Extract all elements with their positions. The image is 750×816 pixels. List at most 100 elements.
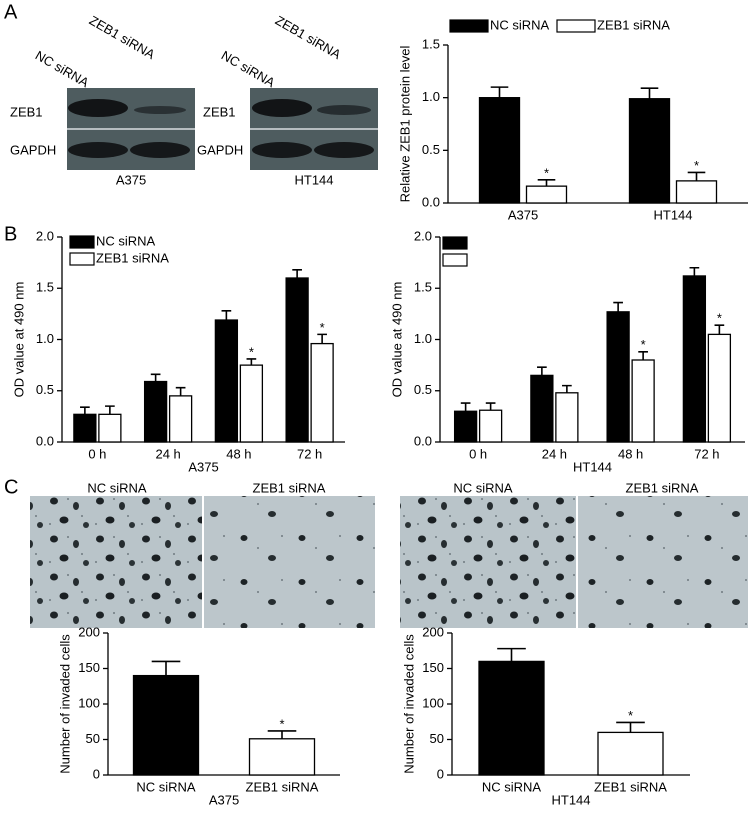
- bar-chart: 0.0 0.5 1.0 1.5 Relative ZEB1 protein level A…: [397, 17, 748, 222]
- row-label: ZEB1: [10, 104, 43, 119]
- y-tick-label: 50: [430, 731, 444, 746]
- y-tick-label: 1.5: [36, 280, 54, 295]
- x-tick-label: A375: [508, 207, 538, 222]
- error-bar: [175, 386, 186, 396]
- micrograph-label: NC siRNA: [87, 480, 147, 495]
- cell-line: HT144: [294, 172, 333, 187]
- panel-label: A: [4, 1, 18, 23]
- x-axis-label: A375: [188, 459, 218, 474]
- error-bar: [687, 171, 706, 181]
- bar: [530, 374, 554, 443]
- lane-label: NC siRNA: [219, 48, 278, 91]
- error-bar: [616, 721, 645, 733]
- error-bar: [246, 358, 257, 366]
- y-tick-label: 0: [93, 766, 100, 781]
- x-tick-label: 0 h: [469, 446, 487, 461]
- error-bar: [267, 730, 297, 739]
- y-tick-label: 2.0: [36, 228, 54, 243]
- error-bar: [150, 373, 161, 382]
- micrograph-label: ZEB1 siRNA: [253, 480, 326, 495]
- error-bar: [292, 269, 302, 278]
- x-tick-label: ZEB1 siRNA: [594, 779, 667, 794]
- x-axis-label: HT144: [551, 792, 590, 807]
- bar-chart: 0.0 0.5 1.0 1.5 2.0 OD value at 490 nm 0 h 24 h…: [389, 228, 745, 474]
- row-label: GAPDH: [197, 142, 243, 157]
- bar: [478, 409, 503, 443]
- micrograph: NC siRNA ZEB1 siRNA: [400, 480, 748, 628]
- x-axis-label: HT144: [573, 459, 612, 474]
- error-bar: [151, 660, 181, 676]
- significance-mark: *: [279, 716, 284, 731]
- y-tick-label: 50: [86, 731, 100, 746]
- error-bar: [485, 402, 496, 411]
- y-tick-label: 150: [78, 660, 100, 675]
- legend-label: ZEB1 siRNA: [597, 17, 670, 32]
- error-bar: [537, 179, 556, 187]
- error-bar: [714, 324, 725, 335]
- y-tick-label: 100: [422, 695, 444, 710]
- y-tick-label: 1.0: [422, 89, 440, 104]
- micrograph-label: NC siRNA: [453, 480, 513, 495]
- y-axis-label: OD value at 490 nm: [11, 282, 26, 398]
- legend-swatch: [69, 252, 95, 266]
- y-tick-label: 0.0: [36, 433, 54, 448]
- y-tick-label: 0.0: [414, 433, 432, 448]
- lane-label: ZEB1 siRNA: [273, 13, 344, 63]
- bar: [285, 277, 309, 443]
- x-tick-label: HT144: [653, 207, 692, 222]
- error-bar: [689, 266, 700, 276]
- legend-swatch: [556, 19, 596, 33]
- bar-chart: 0.0 0.5 1.0 1.5 2.0 OD value at 490 nm 0 h 24 h…: [11, 228, 345, 474]
- y-tick-label: 1.0: [414, 331, 432, 346]
- y-axis-label: Number of invaded cells: [57, 634, 72, 774]
- legend-label: NC siRNA: [96, 233, 156, 248]
- x-tick-label: NC siRNA: [136, 779, 196, 794]
- y-tick-label: 1.0: [36, 331, 54, 346]
- y-axis-label: Number of invaded cells: [401, 634, 416, 774]
- bar: [675, 180, 718, 204]
- error-bar: [317, 333, 327, 344]
- significance-mark: *: [249, 344, 254, 359]
- bar: [310, 342, 334, 443]
- error-bar: [490, 86, 509, 98]
- y-tick-label: 150: [422, 660, 444, 675]
- legend-swatch: [442, 253, 468, 267]
- error-bar: [640, 87, 659, 99]
- y-tick-label: 0.5: [414, 382, 432, 397]
- bar: [214, 319, 239, 443]
- micrograph-label: ZEB1 siRNA: [626, 480, 699, 495]
- bar: [628, 98, 671, 204]
- error-bar: [497, 647, 526, 662]
- significance-mark: *: [717, 311, 722, 326]
- bar: [98, 413, 122, 443]
- x-tick-label: 48 h: [618, 446, 643, 461]
- error-bar: [638, 351, 648, 360]
- y-tick-label: 0: [437, 766, 444, 781]
- x-tick-label: 48 h: [226, 446, 251, 461]
- error-bar: [537, 366, 547, 376]
- bar: [73, 413, 97, 443]
- bar: [168, 395, 193, 443]
- bar: [132, 674, 200, 776]
- blot: NC siRNA ZEB1 siRNA ZEB1 GAPDH HT144: [197, 13, 378, 187]
- bar: [597, 731, 664, 776]
- y-axis-label: OD value at 490 nm: [389, 282, 404, 398]
- error-bar: [80, 406, 90, 415]
- micrograph-image: [30, 496, 202, 628]
- bar: [453, 410, 478, 443]
- panel-label: C: [4, 476, 18, 498]
- bar: [707, 333, 732, 443]
- legend-swatch: [449, 19, 489, 33]
- significance-mark: *: [544, 165, 549, 180]
- y-tick-label: 200: [422, 624, 444, 639]
- panel-label: B: [4, 223, 17, 245]
- error-bar: [562, 384, 572, 393]
- lane-label: NC siRNA: [33, 48, 92, 91]
- x-tick-label: ZEB1 siRNA: [246, 779, 319, 794]
- error-bar: [221, 310, 232, 321]
- legend-label: ZEB1 siRNA: [96, 250, 169, 265]
- y-tick-label: 0.0: [422, 194, 440, 209]
- x-tick-label: 72 h: [694, 446, 719, 461]
- legend-swatch: [442, 236, 468, 250]
